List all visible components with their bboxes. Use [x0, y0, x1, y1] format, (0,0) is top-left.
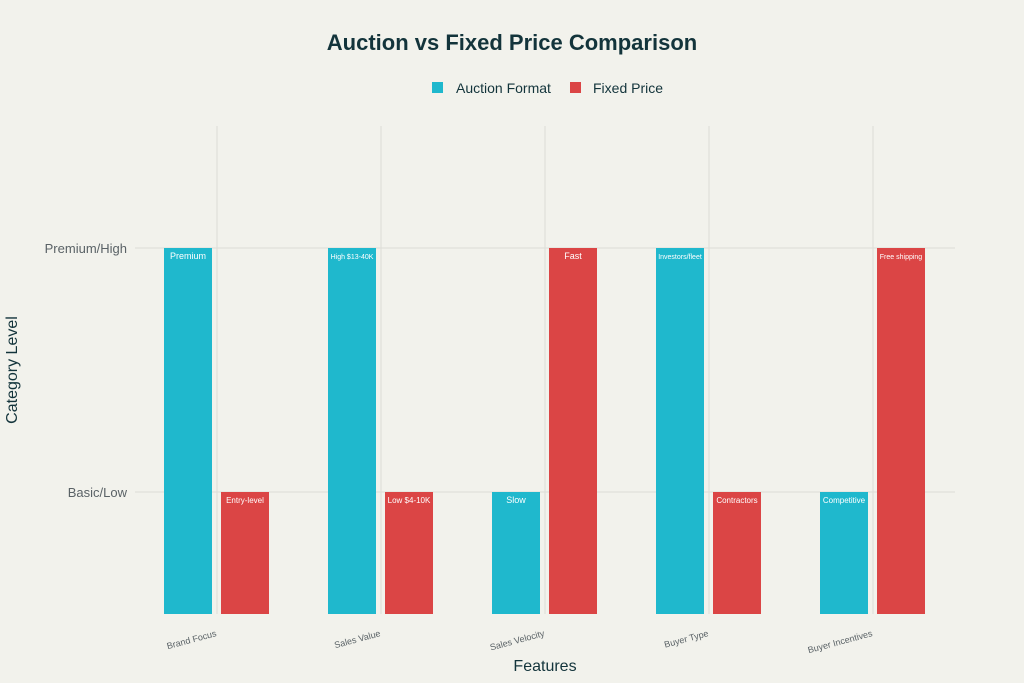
x-tick-label: Brand Focus: [166, 628, 218, 651]
x-tick-label: Buyer Type: [663, 628, 709, 649]
fixed-price-bar: [877, 248, 925, 614]
chart-title: Auction vs Fixed Price Comparison: [327, 30, 697, 55]
fixed-price-bar: [385, 492, 433, 614]
auction-bar: [820, 492, 868, 614]
bar-label: High $13-40K: [331, 254, 374, 261]
y-tick-label: Basic/Low: [68, 485, 128, 500]
bar-label: Low $4-10K: [388, 496, 431, 505]
fixed-price-bar: [221, 492, 269, 614]
legend-label-auction[interactable]: Auction Format: [456, 80, 551, 96]
auction-bar: [328, 248, 376, 614]
bar-label: Slow: [506, 495, 526, 505]
bar-label: Investors/fleet: [658, 254, 702, 261]
y-axis-title: Category Level: [4, 316, 21, 424]
legend-swatch-fixed: [570, 82, 581, 93]
x-tick-label: Sales Value: [333, 628, 381, 650]
bar-label: Free shipping: [880, 254, 923, 261]
bar-label: Entry-level: [226, 496, 264, 505]
x-axis-title: Features: [513, 658, 576, 675]
auction-bar: [492, 492, 540, 614]
legend-swatch-auction: [432, 82, 443, 93]
auction-bar: [656, 248, 704, 614]
fixed-price-bar: [713, 492, 761, 614]
auction-bar: [164, 248, 212, 614]
bar-label: Contractors: [716, 496, 757, 505]
bar-label: Competitive: [823, 496, 866, 505]
x-tick-label: Buyer Incentives: [807, 628, 874, 655]
legend-label-fixed[interactable]: Fixed Price: [593, 80, 663, 96]
bar-label: Premium: [170, 251, 206, 261]
bar-label: Fast: [564, 251, 582, 261]
x-tick-label: Sales Velocity: [489, 628, 546, 652]
legend: Auction Format Fixed Price: [432, 80, 663, 96]
fixed-price-bar: [549, 248, 597, 614]
y-tick-label: Premium/High: [45, 241, 127, 256]
